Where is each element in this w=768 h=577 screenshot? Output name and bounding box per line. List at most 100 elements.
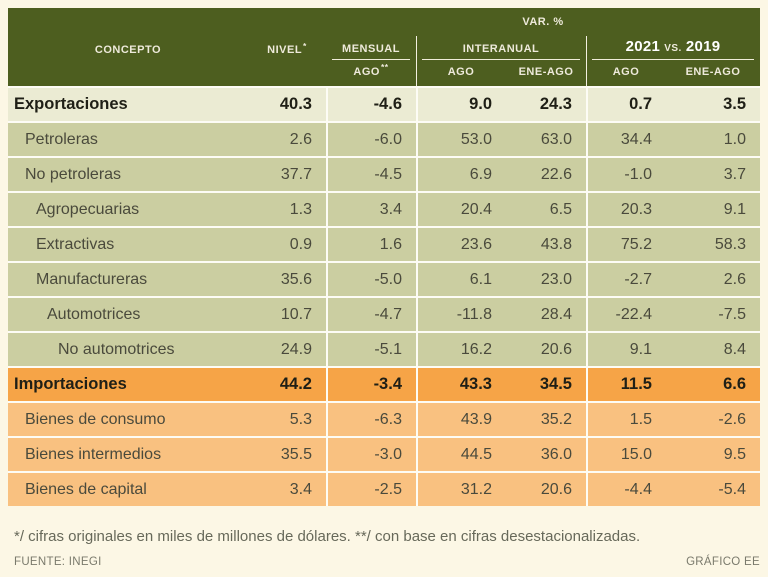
comparison-year-right: 2019 bbox=[685, 38, 721, 55]
table-row-petroleras: Petroleras 2.6 -6.0 53.0 63.0 34.4 1.0 bbox=[8, 123, 760, 156]
comparison-year-left: 2021 bbox=[625, 38, 661, 55]
value-cell: 1.6 bbox=[326, 228, 416, 261]
value-cell: 3.5 bbox=[723, 95, 746, 113]
value-cell: -1.0 bbox=[586, 158, 666, 191]
subcol-mensual-ago-label: AGO bbox=[353, 66, 380, 78]
value-cell: -4.6 bbox=[326, 88, 416, 121]
col-group-var-pct: VAR. % bbox=[522, 16, 564, 28]
value-cell: 20.6 bbox=[540, 340, 572, 358]
value-cell: 20.6 bbox=[540, 480, 572, 498]
value-cell: 6.5 bbox=[549, 200, 572, 218]
value-cell: 6.6 bbox=[723, 375, 746, 393]
value-cell: 16.2 bbox=[416, 333, 506, 366]
table-row-agropecuarias: Agropecuarias 1.3 3.4 20.4 6.5 20.3 9.1 bbox=[8, 193, 760, 226]
value-cell: -2.5 bbox=[326, 473, 416, 506]
table-row-no-petroleras: No petroleras 37.7 -4.5 6.9 22.6 -1.0 3.7 bbox=[8, 158, 760, 191]
value-cell: 6.9 bbox=[416, 158, 506, 191]
table-row-importaciones: Importaciones 44.2 -3.4 43.3 34.5 11.5 6.6 bbox=[8, 368, 760, 401]
row-label: No petroleras bbox=[25, 165, 122, 183]
value-cell: 22.6 bbox=[540, 165, 572, 183]
value-cell: 58.3 bbox=[714, 235, 746, 253]
value-cell: -6.3 bbox=[326, 403, 416, 436]
col-header-nivel-label: NIVEL bbox=[267, 44, 303, 56]
value-cell: 9.5 bbox=[723, 445, 746, 463]
row-label: No automotrices bbox=[58, 340, 175, 358]
row-label: Petroleras bbox=[25, 130, 98, 148]
row-label: Bienes de consumo bbox=[25, 410, 166, 428]
value-cell: 8.4 bbox=[723, 340, 746, 358]
value-cell: 0.7 bbox=[586, 88, 666, 121]
subcol-mensual-ago: AGO ** bbox=[326, 60, 416, 86]
value-cell: 53.0 bbox=[416, 123, 506, 156]
row-label: Bienes de capital bbox=[25, 480, 147, 498]
value-cell: 36.0 bbox=[540, 445, 572, 463]
source-line: FUENTE: INEGI GRÁFICO EE bbox=[8, 556, 760, 568]
row-label: Bienes intermedios bbox=[25, 445, 162, 463]
subcol-interanual-ago: AGO bbox=[447, 66, 475, 78]
value-cell: 44.5 bbox=[416, 438, 506, 471]
table-row-manufactureras: Manufactureras 35.6 -5.0 6.1 23.0 -2.7 2.6 bbox=[8, 263, 760, 296]
col-group-mensual: MENSUAL bbox=[332, 36, 410, 60]
value-cell: -5.1 bbox=[326, 333, 416, 366]
value-cell: 20.4 bbox=[416, 193, 506, 226]
row-label: Manufactureras bbox=[36, 270, 148, 288]
value-cell: 35.6 bbox=[280, 270, 312, 288]
data-table: VAR. % CONCEPTO NIVEL * MENSUAL INTERANUA… bbox=[8, 8, 760, 506]
value-cell: -6.0 bbox=[326, 123, 416, 156]
value-cell: 43.9 bbox=[416, 403, 506, 436]
value-cell: 2.6 bbox=[723, 270, 746, 288]
col-header-nivel: NIVEL * bbox=[248, 36, 326, 60]
table-row-automotrices: Automotrices 10.7 -4.7 -11.8 28.4 -22.4 -7.5 bbox=[8, 298, 760, 331]
value-cell: -2.6 bbox=[718, 410, 746, 428]
value-cell: 9.1 bbox=[586, 333, 666, 366]
col-header-concepto: CONCEPTO bbox=[94, 44, 162, 56]
value-cell: 43.8 bbox=[540, 235, 572, 253]
value-cell: -3.4 bbox=[326, 368, 416, 401]
value-cell: 20.3 bbox=[586, 193, 666, 226]
value-cell: 28.4 bbox=[540, 305, 572, 323]
row-label: Automotrices bbox=[47, 305, 141, 323]
value-cell: 15.0 bbox=[586, 438, 666, 471]
value-cell: 31.2 bbox=[416, 473, 506, 506]
value-cell: 35.5 bbox=[280, 445, 312, 463]
value-cell: -5.4 bbox=[718, 480, 746, 498]
value-cell: 24.3 bbox=[539, 95, 572, 113]
value-cell: 24.9 bbox=[280, 340, 312, 358]
value-cell: -4.5 bbox=[326, 158, 416, 191]
value-cell: -4.7 bbox=[326, 298, 416, 331]
table-row-bienes-de-capital: Bienes de capital 3.4 -2.5 31.2 20.6 -4.4 -5.4 bbox=[8, 473, 760, 506]
value-cell: 9.1 bbox=[723, 200, 746, 218]
value-cell: -4.4 bbox=[586, 473, 666, 506]
table-row-exportaciones: Exportaciones 40.3 -4.6 9.0 24.3 0.7 3.5 bbox=[8, 88, 760, 121]
value-cell: 35.2 bbox=[540, 410, 572, 428]
value-cell: 43.3 bbox=[416, 368, 506, 401]
value-cell: 2.6 bbox=[289, 130, 312, 148]
table-header: VAR. % CONCEPTO NIVEL * MENSUAL INTERANUA… bbox=[8, 8, 760, 86]
value-cell: 6.1 bbox=[416, 263, 506, 296]
footnote: */ cifras originales en miles de millone… bbox=[14, 528, 641, 545]
comparison-vs-label: VS. bbox=[664, 43, 682, 54]
value-cell: -7.5 bbox=[718, 305, 746, 323]
table-row-extractivas: Extractivas 0.9 1.6 23.6 43.8 75.2 58.3 bbox=[8, 228, 760, 261]
ago-footnote-marker: ** bbox=[380, 62, 389, 72]
value-cell: 3.4 bbox=[289, 480, 312, 498]
subcol-comp-ago: AGO bbox=[612, 66, 640, 78]
value-cell: 44.2 bbox=[279, 375, 312, 393]
value-cell: 1.0 bbox=[723, 130, 746, 148]
credit-label: GRÁFICO EE bbox=[686, 556, 760, 568]
table-row-bienes-de-consumo: Bienes de consumo 5.3 -6.3 43.9 35.2 1.5 -2.6 bbox=[8, 403, 760, 436]
value-cell: -2.7 bbox=[586, 263, 666, 296]
col-group-interanual: INTERANUAL bbox=[422, 36, 580, 60]
value-cell: 5.3 bbox=[289, 410, 312, 428]
value-cell: 40.3 bbox=[279, 95, 312, 113]
value-cell: 63.0 bbox=[540, 130, 572, 148]
value-cell: -3.0 bbox=[326, 438, 416, 471]
value-cell: 11.5 bbox=[586, 368, 666, 401]
value-cell: 37.7 bbox=[280, 165, 312, 183]
footer: */ cifras originales en miles de millone… bbox=[8, 506, 760, 568]
value-cell: 1.3 bbox=[289, 200, 312, 218]
row-label: Agropecuarias bbox=[36, 200, 140, 218]
table-row-no-automotrices: No automotrices 24.9 -5.1 16.2 20.6 9.1 8.4 bbox=[8, 333, 760, 366]
col-group-2021-vs-2019: 2021 VS. 2019 bbox=[592, 36, 754, 60]
